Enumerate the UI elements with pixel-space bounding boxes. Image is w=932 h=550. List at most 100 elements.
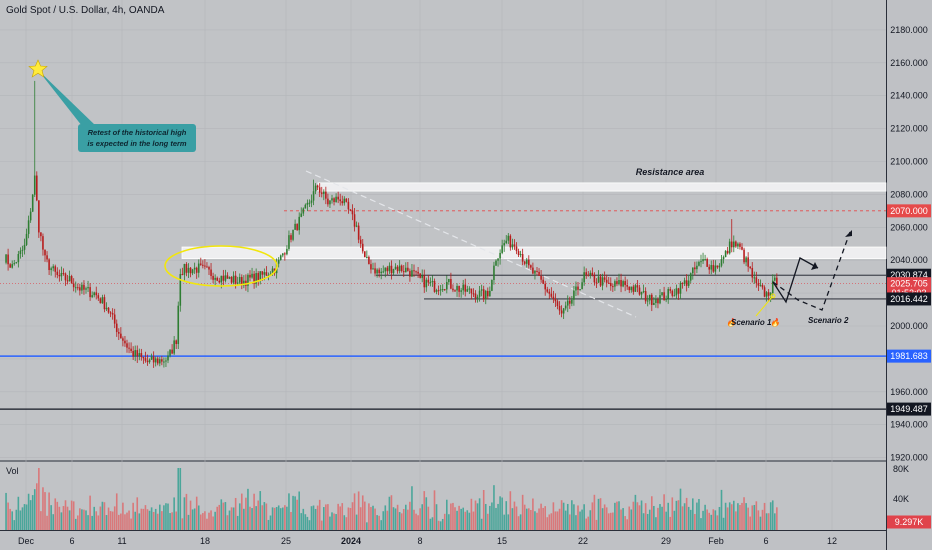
volume-current-badge[interactable] [887,515,931,529]
volume-bar [89,495,91,530]
volume-bar [349,508,352,530]
volume-bar [616,501,618,530]
candle-body [456,285,458,291]
volume-bar [286,506,288,530]
volume-bar [544,506,546,530]
candle-body [419,273,421,278]
candle-body [167,355,169,361]
candle-body [675,288,678,296]
candle-body [671,290,674,296]
volume-bar [185,493,188,530]
red_level-badge[interactable] [887,204,931,218]
lower-badge[interactable] [887,292,931,306]
volume-bar [171,512,173,530]
candle-body [550,293,553,297]
candle-body [556,301,559,307]
candle-body [776,277,778,286]
candle-body [191,269,194,274]
volume-bar [681,506,684,530]
upper-range-zone[interactable] [181,246,887,259]
volume-bar [687,506,690,530]
blue_support-badge[interactable] [887,349,931,363]
volume-bar [197,505,200,530]
volume-bar [361,495,364,530]
candle-body [589,272,592,275]
volume-bar [97,515,100,530]
candle-body [577,286,579,290]
candle-body [325,191,327,199]
volume-bar [343,515,346,530]
candle-body [402,271,405,273]
candle-body [386,267,389,272]
candle-body [146,360,149,363]
candle-body [737,243,739,247]
price-axis[interactable]: 2180.000 2160.000 2140.000 2120.000 2100.000… [890,25,928,504]
volume-bar [642,513,645,530]
volume-bar [204,511,206,530]
volume-bar [489,505,491,530]
black_support-badge[interactable] [887,402,931,416]
candle-body [238,277,241,283]
candle-body [519,254,522,256]
volume-bar [579,511,581,530]
volume-bar [409,501,411,530]
volume-bar [532,498,534,530]
volume-bar [259,491,262,530]
candle-body [769,293,772,296]
volume-bar [509,491,512,530]
volume-bar [202,513,204,530]
candle-body [134,350,136,357]
volume-bar [169,513,171,530]
star-icon[interactable] [28,59,48,78]
candle-body [472,293,475,295]
volume-bar [735,511,737,530]
volume-bar [271,507,274,530]
trend-dashed-line[interactable] [305,170,637,318]
candle-body [653,302,655,305]
volume-bar [232,507,235,530]
volume-bar [439,521,442,530]
volume-bar [161,511,163,530]
volume-bar [519,514,522,530]
candle-body [298,216,300,231]
price-pane[interactable] [0,0,886,460]
candle-body [222,275,225,281]
candle-body [25,233,28,245]
volume-bar [251,508,253,530]
volume-bar [589,510,592,530]
candle-body [624,281,626,286]
volume-bar [320,520,323,530]
candle-body [224,275,227,281]
candle-body [706,259,708,267]
volume-bar [497,503,499,530]
candle-body [757,283,760,286]
volume-bar [718,506,721,530]
candle-body [212,275,214,280]
volume-bar [663,494,665,530]
volume-bar [769,502,772,530]
volume-bar [279,508,282,530]
candle-body [771,280,774,294]
candle-body [622,281,624,287]
volume-bar [253,493,255,530]
consolidation-ellipse[interactable] [164,245,278,287]
candle-body [528,259,530,266]
time-axis[interactable]: Dec 6 11 18 25 2024 8 15 22 29 Feb 6 12 [18,536,837,546]
volume-bar [222,502,225,530]
volume-bar [25,504,28,530]
candle-body [265,272,268,276]
scenario-1-path[interactable] [772,257,819,304]
volume-bar [218,504,221,530]
resistance-zone[interactable] [317,182,887,192]
candle-body [646,300,649,302]
volume-bar [238,503,241,530]
time-tick-label: 6 [69,536,74,546]
volume-bar [415,513,417,530]
callout-box[interactable] [78,124,196,152]
volume-bar [716,515,719,530]
volume-bar [468,512,471,530]
candle-body [513,244,516,247]
candle-body [733,241,735,248]
volume-bar [140,508,143,530]
